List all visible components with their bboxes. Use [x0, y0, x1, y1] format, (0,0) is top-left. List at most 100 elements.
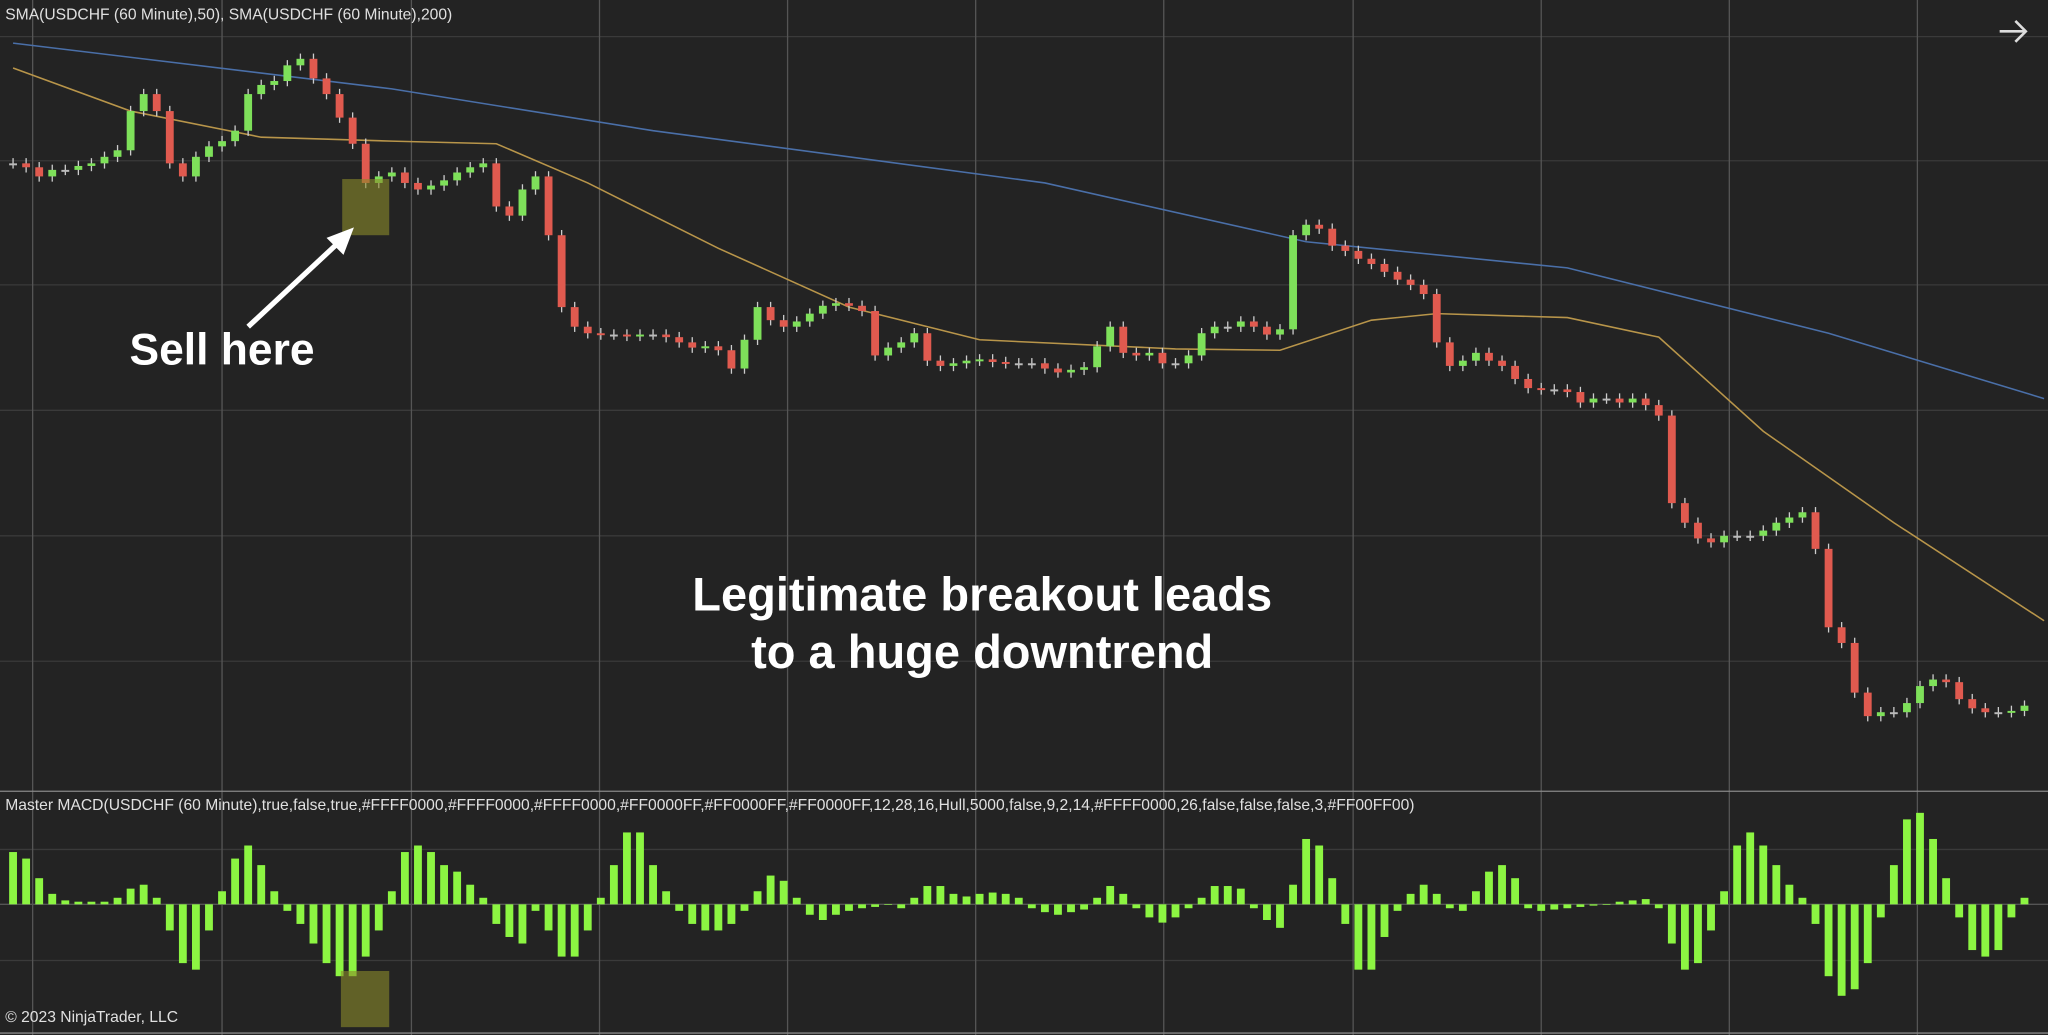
histogram-bar: [1746, 832, 1755, 905]
candle: [792, 321, 801, 327]
histogram-bar: [1067, 904, 1075, 913]
entry-highlight-macd: [340, 970, 390, 1028]
candle: [1511, 365, 1520, 379]
candle: [139, 94, 148, 112]
forward-button[interactable]: [1999, 19, 2028, 43]
arrow-head: [326, 227, 354, 255]
candle: [1341, 245, 1350, 251]
candle: [1733, 535, 1742, 538]
candle: [897, 342, 906, 348]
histogram-bar: [818, 904, 827, 920]
histogram-bar: [1850, 904, 1859, 990]
histogram-bar: [1263, 904, 1271, 920]
histogram-bar: [270, 891, 279, 905]
histogram-bar: [949, 893, 958, 905]
candle: [649, 334, 657, 337]
histogram-bar: [1040, 904, 1049, 913]
histogram-bar: [205, 904, 213, 931]
histogram-bar: [322, 904, 331, 964]
histogram-bar: [766, 875, 775, 905]
candle: [87, 163, 96, 166]
candle: [596, 333, 605, 336]
candle: [322, 78, 331, 95]
candle: [1184, 355, 1193, 364]
histogram-bar: [1981, 904, 1990, 957]
candle: [923, 333, 932, 361]
histogram-bar: [570, 904, 579, 957]
histogram-bar: [87, 901, 96, 905]
histogram-bar: [400, 852, 409, 905]
histogram-bar: [440, 865, 448, 905]
candle: [152, 94, 161, 112]
histogram-bar: [1837, 904, 1846, 996]
histogram-bar: [1171, 904, 1180, 918]
candle: [1027, 363, 1036, 366]
histogram-bar: [701, 904, 710, 931]
histogram-bar: [936, 886, 945, 905]
histogram-bar: [1001, 893, 1010, 905]
histogram-bar: [2007, 904, 2016, 918]
histogram-bar: [636, 832, 644, 905]
sma-line: [12, 42, 2045, 400]
histogram-bar: [1315, 845, 1324, 905]
candle: [845, 303, 853, 306]
histogram-bar: [1472, 891, 1480, 905]
histogram-bar: [544, 904, 553, 931]
candle: [1106, 326, 1115, 347]
histogram-bar: [1119, 893, 1128, 905]
candle: [701, 346, 710, 349]
candle: [1067, 369, 1075, 373]
candle: [1393, 271, 1402, 280]
histogram-bar: [453, 871, 462, 905]
arrow-shaft: [246, 237, 344, 329]
histogram-bar: [1093, 897, 1102, 905]
candle: [988, 359, 997, 362]
candle: [805, 313, 814, 322]
candle: [570, 307, 579, 327]
sell-annotation: Sell here: [129, 326, 314, 375]
histogram-bar: [257, 865, 266, 905]
candle: [1955, 682, 1964, 700]
candle: [623, 334, 631, 337]
candle: [74, 165, 83, 170]
candle: [1746, 535, 1755, 538]
histogram-bar: [1824, 904, 1833, 977]
histogram-bar: [74, 901, 83, 905]
histogram-bar: [139, 884, 148, 905]
candle: [1054, 368, 1062, 373]
candle: [1419, 284, 1428, 295]
histogram-bar: [1903, 819, 1911, 905]
histogram-bar: [1249, 904, 1258, 909]
candle: [257, 84, 266, 95]
candle: [1119, 326, 1128, 353]
histogram-bar: [1916, 812, 1924, 905]
candle: [1628, 398, 1637, 403]
histogram-bar: [1406, 893, 1415, 905]
candle: [466, 167, 475, 173]
candle: [61, 169, 70, 172]
candle: [688, 342, 697, 348]
candle: [1249, 321, 1258, 327]
candle: [1850, 642, 1859, 693]
candle: [1223, 326, 1232, 329]
histogram-bar: [2020, 897, 2029, 905]
candle: [727, 350, 736, 369]
candle: [1981, 708, 1990, 713]
histogram-bar: [1341, 904, 1350, 924]
candle: [126, 111, 135, 151]
candle: [1759, 530, 1768, 536]
candle: [1406, 279, 1415, 285]
candle: [1276, 329, 1284, 335]
histogram-bar: [1210, 886, 1219, 905]
histogram-bar: [583, 904, 592, 931]
candle: [1537, 388, 1546, 391]
histogram-bar: [1511, 878, 1520, 905]
histogram-bar: [335, 904, 344, 977]
copyright: © 2023 NinjaTrader, LLC: [5, 1009, 178, 1026]
histogram-bar: [1733, 845, 1742, 905]
histogram-bar: [296, 904, 305, 924]
candle: [48, 169, 57, 177]
histogram-bar: [845, 904, 853, 911]
histogram-bar: [531, 904, 540, 911]
candle: [740, 339, 749, 369]
